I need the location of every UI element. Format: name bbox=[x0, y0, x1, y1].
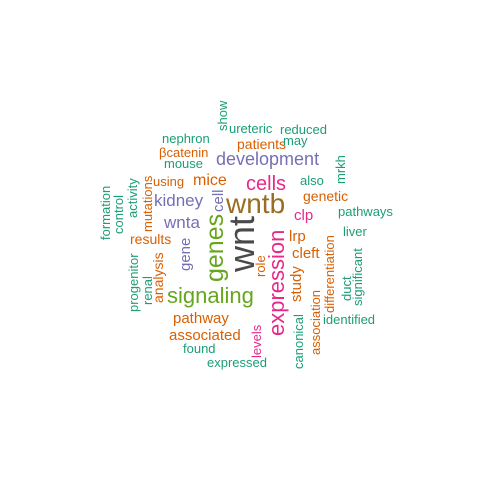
word-may: may bbox=[283, 133, 308, 148]
word-duct: duct bbox=[339, 276, 354, 301]
word-signaling: signaling bbox=[167, 283, 254, 308]
word-association: association bbox=[308, 290, 323, 355]
word-patients: patients bbox=[237, 136, 286, 152]
word-gene: gene bbox=[177, 238, 194, 271]
word-also: also bbox=[300, 173, 324, 188]
word-liver: liver bbox=[343, 224, 368, 239]
word-cell: cell bbox=[210, 189, 227, 212]
word-found: found bbox=[183, 341, 216, 356]
word-wntb: wntb bbox=[225, 188, 285, 219]
word-study: study bbox=[288, 266, 305, 302]
word-pathway: pathway bbox=[173, 310, 229, 327]
word-genetic: genetic bbox=[303, 188, 348, 204]
word-wnt: wnt bbox=[221, 216, 262, 273]
word-results: results bbox=[130, 231, 171, 247]
word-genes: genes bbox=[201, 214, 229, 282]
word-expressed: expressed bbox=[207, 355, 267, 370]
word-development: development bbox=[216, 149, 319, 169]
word-kidney: kidney bbox=[154, 191, 204, 210]
word-show: show bbox=[215, 100, 230, 131]
word-using: using bbox=[153, 174, 184, 189]
word-progenitor: progenitor bbox=[126, 253, 141, 312]
word-mutations: mutations bbox=[140, 175, 155, 232]
word-wnta: wnta bbox=[163, 213, 200, 232]
word-significant: significant bbox=[350, 248, 365, 306]
word-pathways: pathways bbox=[338, 204, 393, 219]
word-reduced: reduced bbox=[280, 122, 327, 137]
word-ureteric: ureteric bbox=[229, 121, 273, 136]
word-control: control bbox=[111, 195, 126, 234]
word-renal: renal bbox=[140, 276, 155, 305]
word-activity: activity bbox=[125, 178, 140, 218]
word-analysis: analysis bbox=[150, 252, 166, 303]
word-canonical: canonical bbox=[291, 314, 306, 369]
word-βcatenin: βcatenin bbox=[159, 145, 208, 160]
word-expression: expression bbox=[264, 230, 289, 336]
word-mrkh: mrkh bbox=[333, 155, 348, 184]
word-lrp: lrp bbox=[289, 228, 306, 245]
word-differentiation: differentiation bbox=[322, 235, 337, 313]
word-mouse: mouse bbox=[164, 156, 203, 171]
word-role: role bbox=[253, 255, 268, 277]
word-formation: formation bbox=[98, 186, 113, 240]
word-nephron: nephron bbox=[162, 131, 210, 146]
word-levels: levels bbox=[249, 324, 264, 358]
word-associated: associated bbox=[169, 327, 241, 344]
word-identified: identified bbox=[323, 312, 375, 327]
word-cleft: cleft bbox=[292, 245, 320, 262]
word-cells: cells bbox=[246, 173, 286, 195]
word-clp: clp bbox=[294, 207, 313, 224]
word-mice: mice bbox=[193, 172, 227, 189]
